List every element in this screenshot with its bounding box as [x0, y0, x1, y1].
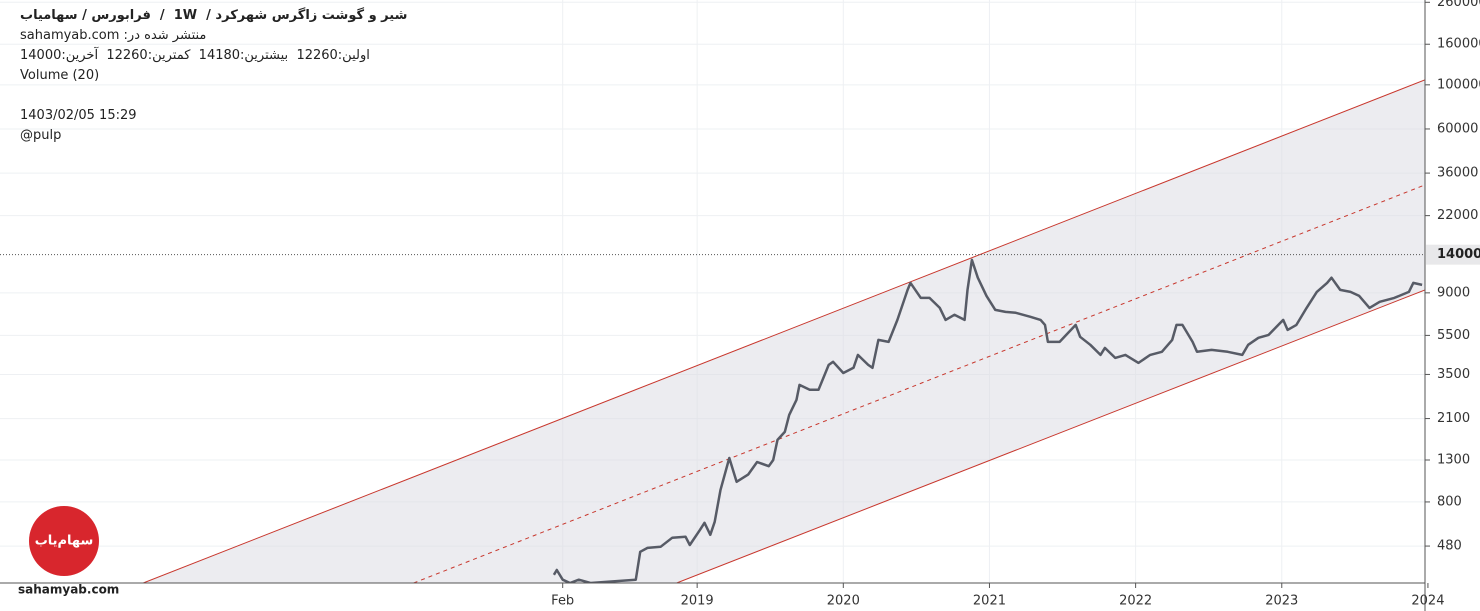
- y-tick-label: 9000: [1437, 285, 1470, 300]
- header: شیر و گوشت زاگرس شهرکرد / 1W / فرابورس /…: [20, 6, 407, 146]
- x-tick-label: 2024: [1411, 594, 1444, 609]
- header-line: Volume (20): [20, 68, 100, 83]
- x-tick-label: 2021: [973, 594, 1006, 609]
- channel-line: [413, 184, 1425, 583]
- header-line: شیر و گوشت زاگرس شهرکرد / 1W / فرابورس /…: [20, 8, 408, 23]
- x-tick-label: 2023: [1265, 594, 1298, 609]
- logo-text: سهام‌یاب: [35, 534, 94, 549]
- x-tick-label: 2020: [827, 594, 860, 609]
- last-price-box: [1426, 244, 1480, 265]
- x-tick-label: 2019: [681, 594, 714, 609]
- y-tick-label: 1300: [1437, 452, 1470, 467]
- x-tick-label: 2022: [1119, 594, 1152, 609]
- channel-line: [676, 289, 1425, 583]
- y-tick-label: 2100: [1437, 411, 1470, 426]
- watermark: sahamyab.com: [18, 583, 119, 597]
- logo: [29, 506, 99, 576]
- y-tick-label: 260000: [1437, 0, 1480, 10]
- header-line: @pulp: [20, 128, 62, 143]
- plot-area: [0, 0, 1425, 583]
- channel-line: [143, 79, 1425, 583]
- header-line: 1403/02/05 15:29: [20, 108, 137, 123]
- last-price-label: 14000: [1437, 247, 1480, 262]
- y-tick-label: 100000: [1437, 77, 1480, 92]
- y-tick-label: 160000: [1437, 37, 1480, 52]
- y-tick-label: 5500: [1437, 328, 1470, 343]
- header-line: منتشر شده در: sahamyab.com: [20, 28, 207, 43]
- x-tick-label: Feb: [551, 594, 574, 609]
- y-tick-label: 3500: [1437, 367, 1470, 382]
- y-tick-label: 36000: [1437, 166, 1478, 181]
- price-line: [552, 258, 1423, 583]
- y-tick-label: 60000: [1437, 121, 1478, 136]
- header-line: اولین:12260 بیشترین:14180 کمترین:12260 آ…: [20, 48, 370, 63]
- y-tick-label: 480: [1437, 539, 1462, 554]
- y-tick-label: 800: [1437, 494, 1462, 509]
- y-tick-label: 22000: [1437, 208, 1478, 223]
